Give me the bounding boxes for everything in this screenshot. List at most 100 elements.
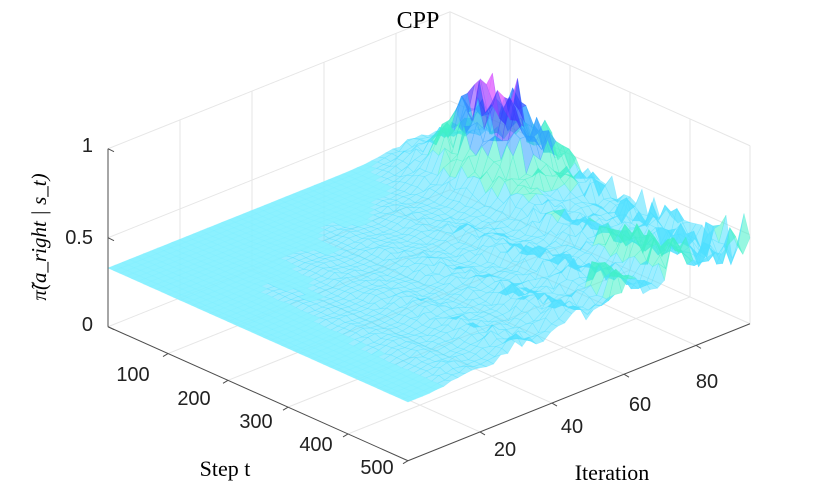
surface-cell: [479, 325, 494, 333]
surface-cell: [374, 298, 389, 309]
surface-cell: [525, 207, 541, 227]
surface-cell: [471, 80, 486, 122]
grid-line-z-2: [107, 11, 751, 150]
surface-cell: [488, 346, 503, 358]
surface-cell: [392, 273, 408, 280]
surface-cell: [429, 315, 443, 320]
surface-cell: [477, 98, 492, 130]
z-tick-label-05: 0.5: [65, 227, 93, 249]
surface-cell: [477, 300, 493, 306]
surface-cell: [419, 204, 434, 212]
surface-cell: [487, 221, 503, 230]
surface-cell: [370, 318, 386, 327]
surface-cell: [563, 218, 578, 227]
surface-cell: [485, 292, 500, 306]
surface-cell: [447, 287, 463, 295]
surface-cell: [394, 233, 410, 239]
surface-cell: [619, 196, 634, 222]
z-tick-1: [107, 237, 115, 242]
surface-cell: [547, 240, 563, 249]
surface-cell: [507, 106, 522, 141]
surface-cell: [672, 236, 687, 255]
surface-cell: [471, 297, 487, 305]
surface-cell: [382, 289, 397, 298]
z-tick-label-1: 1: [82, 135, 93, 157]
surface-cell: [448, 221, 463, 228]
surface-cell: [388, 231, 404, 237]
y-tick-label-20: 20: [494, 439, 516, 461]
surface-cell: [564, 174, 578, 193]
surface-cell: [376, 157, 392, 165]
surface-cell: [416, 138, 431, 153]
surface-cell: [565, 305, 580, 315]
y-tick-label-80: 80: [696, 371, 718, 393]
surface-cell: [462, 245, 478, 252]
surface-cell: [648, 227, 663, 235]
z-tick-2: [107, 148, 115, 153]
surface-cell: [618, 214, 633, 225]
surface-cell: [531, 213, 546, 231]
surface-cell: [391, 150, 406, 158]
surface-cell: [651, 255, 667, 270]
surface-cell: [473, 171, 488, 180]
y-tick-0: [479, 431, 486, 436]
surface-cell: [449, 276, 464, 289]
surface-cell: [395, 227, 411, 235]
x-tick-label-300: 300: [239, 411, 272, 433]
surface-cell: [510, 258, 525, 272]
x-axis-line: [107, 326, 409, 462]
surface-cell: [486, 281, 501, 294]
surface-cell: [365, 309, 381, 317]
surface-cell: [371, 217, 387, 225]
chart-title: CPP: [397, 8, 440, 34]
surface-cell: [518, 220, 533, 236]
surface-cell: [352, 279, 367, 286]
surface-cell: [456, 212, 471, 221]
surface-cell: [501, 305, 516, 322]
y-axis-line: [407, 323, 751, 462]
surface-cell: [381, 233, 397, 239]
z-tick-0: [107, 326, 115, 331]
surface-cell: [445, 200, 461, 210]
surface-cell: [509, 295, 524, 312]
surface-cell: [377, 284, 392, 289]
surface-cell: [346, 309, 362, 315]
surface-cell: [391, 209, 407, 218]
surface-cell: [498, 176, 513, 183]
surface-cell: [363, 226, 379, 233]
x-axis-label: Step t: [200, 456, 251, 481]
surface-cell: [538, 213, 552, 237]
surface-cell: [541, 129, 555, 158]
x-tick-label-100: 100: [116, 364, 149, 386]
surface-cell: [479, 292, 494, 302]
z-axis-label: π̃(a_right | s_t): [27, 173, 51, 300]
y-tick-label-40: 40: [561, 416, 583, 438]
surface-cell: [436, 167, 450, 186]
surface-cell: [365, 341, 381, 348]
x-tick-label-500: 500: [360, 457, 393, 479]
surface-cell: [557, 173, 573, 185]
surface-cell: [434, 358, 449, 362]
surface-cell: [442, 350, 458, 358]
surface-cell: [513, 311, 529, 320]
surface-cell: [526, 135, 541, 161]
surface-cell: [358, 314, 374, 321]
surface-cell: [524, 220, 539, 237]
surface-cell: [384, 148, 400, 155]
surface-cell: [510, 271, 524, 276]
surface-cell: [390, 349, 405, 358]
grid-line-z-1: [107, 100, 751, 239]
surface-cell: [599, 225, 614, 246]
surface-cell: [491, 324, 506, 336]
surface-cell: [107, 264, 122, 272]
surface-cell: [396, 191, 412, 198]
x-tick-2: [282, 406, 289, 411]
surface-cell: [272, 288, 287, 295]
surface-cell: [401, 326, 417, 335]
surface-cell: [348, 230, 364, 236]
surface-cell: [584, 243, 600, 255]
surface-cell: [409, 287, 425, 293]
surface-cell: [459, 322, 474, 332]
surface-cell: [588, 294, 604, 306]
y-tick-3: [695, 344, 702, 349]
